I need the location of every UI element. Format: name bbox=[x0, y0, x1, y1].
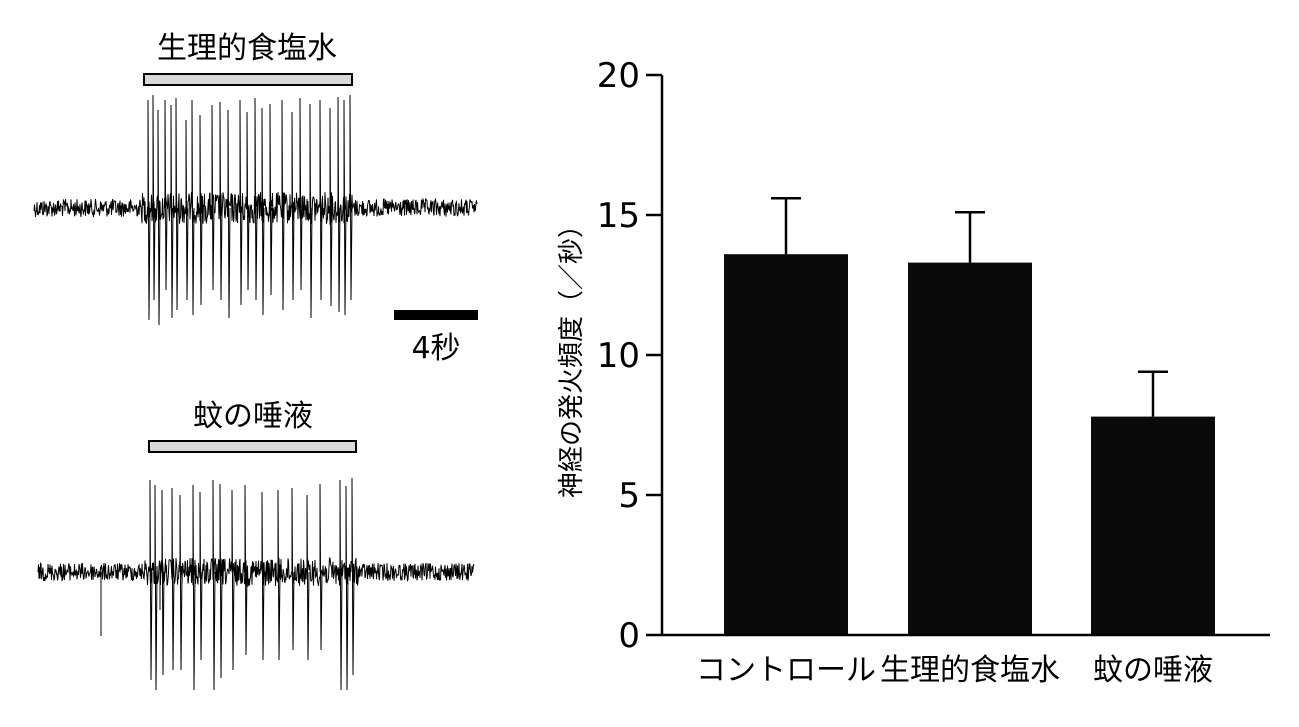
trace-saliva-panel: 蚊の唾液 bbox=[37, 399, 475, 691]
y-axis: 0 5 10 15 20 bbox=[597, 56, 664, 656]
bars bbox=[724, 196, 1215, 635]
bar bbox=[908, 262, 1032, 635]
bar bbox=[1091, 416, 1215, 635]
trace-saliva-stimulus-bar bbox=[148, 440, 357, 453]
trace-saliva-label: 蚊の唾液 bbox=[193, 399, 313, 434]
trace-saline-panel: 生理的食塩水 bbox=[33, 31, 478, 326]
y-tick-label: 5 bbox=[618, 476, 640, 516]
firing-rate-bar-chart: 神経の発火頻度（／秒） 0 5 10 15 20 コントロール 生理的食塩水 蚊の唾液 bbox=[557, 56, 1270, 688]
trace-saline-signal bbox=[33, 94, 478, 326]
scale-bar-label: 4秒 bbox=[411, 331, 460, 366]
x-category-label: 生理的食塩水 bbox=[880, 653, 1060, 688]
y-axis-label: 神経の発火頻度（／秒） bbox=[557, 212, 587, 498]
trace-saliva-signal bbox=[37, 477, 475, 691]
x-category-label: コントロール bbox=[696, 653, 876, 688]
y-tick-label: 20 bbox=[597, 56, 640, 96]
x-category-label: 蚊の唾液 bbox=[1093, 653, 1213, 688]
x-axis-categories: コントロール 生理的食塩水 蚊の唾液 bbox=[696, 653, 1213, 688]
y-tick-label: 15 bbox=[597, 196, 640, 236]
trace-saline-stimulus-bar bbox=[143, 73, 353, 86]
time-scale-bar: 4秒 bbox=[394, 310, 478, 366]
bar bbox=[724, 254, 848, 635]
y-tick-label: 10 bbox=[597, 336, 640, 376]
scale-bar-line bbox=[394, 310, 478, 320]
y-tick-label: 0 bbox=[618, 616, 640, 656]
trace-saline-label: 生理的食塩水 bbox=[157, 31, 337, 66]
